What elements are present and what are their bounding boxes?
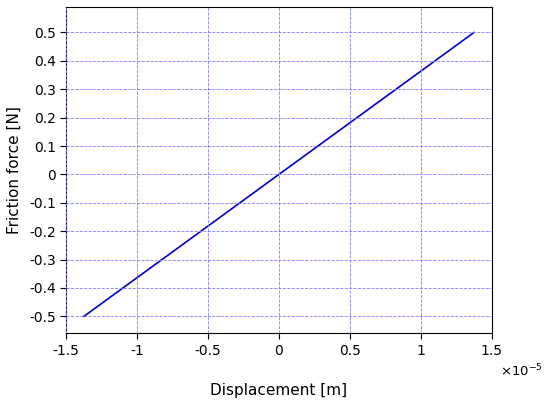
Y-axis label: Friction force [N]: Friction force [N]	[7, 106, 22, 234]
Text: $\times 10^{-5}$: $\times 10^{-5}$	[500, 363, 543, 380]
X-axis label: Displacement [m]: Displacement [m]	[210, 383, 348, 398]
